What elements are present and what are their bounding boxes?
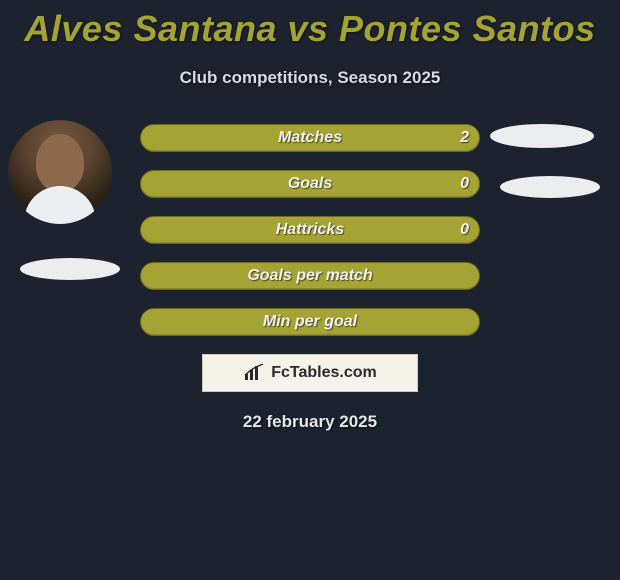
player-right-avatar-placeholder	[490, 124, 594, 148]
comparison-stage: Matches 2 Goals 0 Hattricks 0 Goals per …	[0, 124, 620, 432]
stat-bar-goals: Goals 0	[140, 170, 480, 198]
bar-chart-icon	[243, 364, 265, 382]
stat-bar-matches: Matches 2	[140, 124, 480, 152]
player-right-placeholder	[500, 176, 600, 198]
stat-label: Goals per match	[141, 263, 479, 289]
brand-box: FcTables.com	[202, 354, 418, 392]
subtitle: Club competitions, Season 2025	[0, 68, 620, 88]
stat-bar-hattricks: Hattricks 0	[140, 216, 480, 244]
stat-label: Goals	[141, 171, 479, 197]
player-left-placeholder	[20, 258, 120, 280]
stat-bar-min-per-goal: Min per goal	[140, 308, 480, 336]
stat-bar-goals-per-match: Goals per match	[140, 262, 480, 290]
date-text: 22 february 2025	[0, 412, 620, 432]
stat-right-value: 0	[460, 171, 469, 197]
stat-label: Min per goal	[141, 309, 479, 335]
stat-label: Matches	[141, 125, 479, 151]
stat-bars: Matches 2 Goals 0 Hattricks 0 Goals per …	[140, 124, 480, 336]
stat-label: Hattricks	[141, 217, 479, 243]
stat-right-value: 2	[460, 125, 469, 151]
player-left-avatar	[8, 120, 112, 224]
brand-text: FcTables.com	[271, 364, 377, 382]
page-title: Alves Santana vs Pontes Santos	[0, 0, 620, 50]
stat-right-value: 0	[460, 217, 469, 243]
